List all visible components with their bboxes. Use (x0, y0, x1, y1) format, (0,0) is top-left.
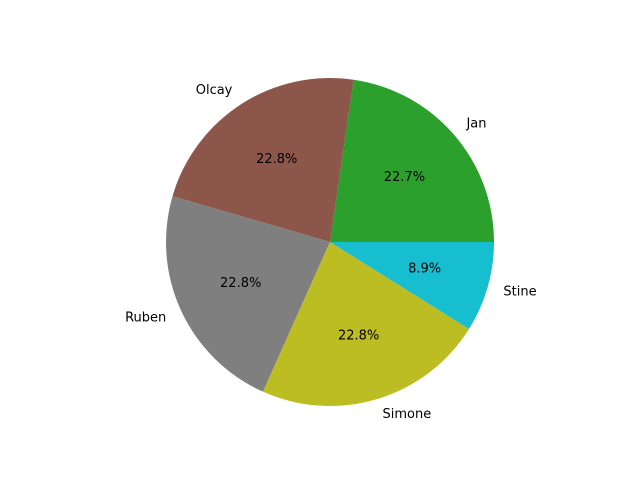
pie-slice-ruben (165, 196, 330, 392)
pie-slice-olcay (172, 78, 354, 242)
slice-percent-simone: 22.8% (338, 329, 379, 344)
slice-percent-jan: 22.7% (384, 170, 425, 185)
slice-label-olcay: Olcay (196, 83, 233, 98)
pie-slice-jan (330, 79, 494, 243)
pie-slice-stine (330, 242, 494, 329)
slice-percent-olcay: 22.8% (256, 152, 297, 167)
slice-percent-ruben: 22.8% (220, 276, 261, 291)
slice-percent-stine: 8.9% (408, 262, 441, 277)
slice-label-simone: Simone (383, 407, 432, 422)
slice-label-jan: Jan (465, 116, 486, 131)
pie-slice-simone (262, 242, 470, 406)
slice-label-stine: Stine (503, 284, 536, 299)
slice-label-ruben: Ruben (125, 310, 166, 325)
